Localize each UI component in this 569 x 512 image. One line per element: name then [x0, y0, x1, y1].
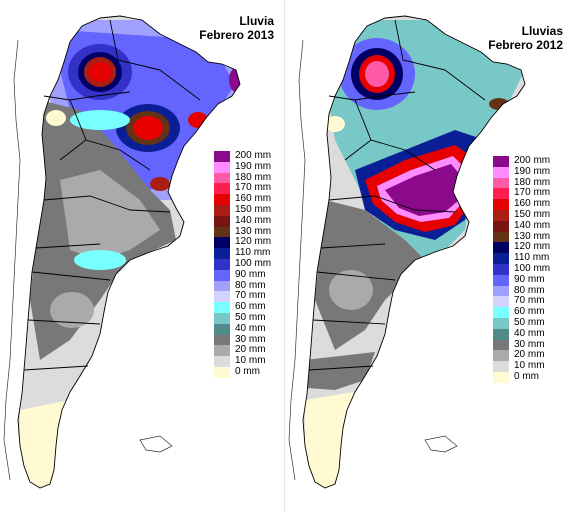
legend-swatch — [214, 183, 230, 195]
legend-swatch — [493, 156, 509, 167]
legend-swatch — [493, 166, 509, 178]
legend-label: 30 mm — [514, 338, 545, 350]
legend-swatch — [214, 151, 230, 162]
legend-label: 30 mm — [235, 333, 266, 345]
legend-label: 180 mm — [514, 176, 551, 188]
legend-label: 130 mm — [514, 230, 551, 242]
legend-swatch — [493, 242, 509, 254]
legend-swatch — [493, 177, 509, 189]
legend-label: 200 mm — [514, 155, 551, 166]
legend-swatch — [214, 215, 230, 227]
legend-swatch — [214, 312, 230, 324]
legend-label: 40 mm — [514, 327, 545, 339]
legend-label: 50 mm — [514, 316, 545, 328]
legend-label: 140 mm — [235, 214, 272, 226]
legend-label: 180 mm — [235, 171, 272, 183]
map-panel-2013: Lluvia Febrero 2013 200 mm 190 mm 180 mm 17… — [0, 0, 284, 512]
legend-label: 60 mm — [514, 306, 545, 318]
legend-label: 130 mm — [235, 225, 272, 237]
legend-swatch — [214, 291, 230, 303]
legend-swatch — [214, 226, 230, 238]
legend-swatch — [214, 356, 230, 367]
rainfall-map-2012 — [288, 15, 526, 489]
legend-label: 10 mm — [235, 355, 266, 367]
legend-label: 40 mm — [235, 322, 266, 334]
legend-swatch — [493, 253, 509, 264]
legend-swatch — [493, 328, 509, 340]
map-title-2013: Lluvia Febrero 2013 — [199, 14, 274, 42]
legend-swatch — [493, 188, 509, 200]
legend-swatch — [493, 350, 509, 362]
map-title-line1: Lluvia — [239, 14, 274, 28]
legend-label: 90 mm — [514, 273, 545, 285]
legend-label: 80 mm — [235, 279, 266, 291]
legend-label: 100 mm — [514, 262, 551, 274]
legend-swatch — [214, 161, 230, 173]
legend-swatch — [214, 194, 230, 205]
legend-label: 160 mm — [514, 198, 551, 210]
legend-label: 170 mm — [235, 182, 272, 194]
legend-label: 120 mm — [514, 241, 551, 253]
legend-swatch — [214, 366, 230, 378]
legend-label: 20 mm — [235, 344, 266, 356]
legend-label: 110 mm — [235, 247, 271, 259]
map-title-line1: Lluvias — [521, 24, 563, 38]
legend-label: 20 mm — [514, 349, 545, 361]
legend-swatch — [493, 296, 509, 308]
legend-swatch — [214, 302, 230, 313]
legend-swatch — [214, 172, 230, 184]
legend-label: 190 mm — [235, 160, 272, 172]
legend-swatch — [493, 371, 509, 383]
legend-label: 170 mm — [514, 187, 551, 199]
legend-label: 100 mm — [235, 257, 272, 269]
map-title-line2: Febrero 2013 — [199, 28, 274, 42]
legend-label: 10 mm — [514, 360, 545, 372]
map-title-line2: Febrero 2012 — [488, 38, 563, 52]
map-title-2012: Lluvias Febrero 2012 — [488, 24, 563, 52]
legend-label: 70 mm — [514, 295, 545, 307]
legend-label: 140 mm — [514, 219, 551, 231]
map-panel-2012: Lluvias Febrero 2012 200 mm 190 mm 180 mm 1… — [285, 0, 569, 512]
legend-swatch — [214, 334, 230, 346]
legend-swatch — [214, 248, 230, 259]
legend-swatch — [493, 317, 509, 329]
legend-swatch — [493, 307, 509, 318]
legend-label: 0 mm — [514, 370, 539, 382]
legend-swatch — [214, 204, 230, 216]
legend-swatch — [493, 361, 509, 372]
legend-label: 110 mm — [514, 252, 550, 264]
legend-label: 190 mm — [514, 165, 551, 177]
legend-swatch — [493, 263, 509, 275]
legend-label: 80 mm — [514, 284, 545, 296]
legend-label: 160 mm — [235, 193, 272, 205]
legend-swatch — [214, 237, 230, 249]
rainfall-map-2013 — [3, 15, 241, 489]
panel-divider — [284, 0, 285, 512]
legend-label: 0 mm — [235, 365, 260, 377]
legend-swatch — [214, 280, 230, 292]
legend-label: 50 mm — [235, 311, 266, 323]
legend-label: 150 mm — [514, 208, 551, 220]
legend-swatch — [214, 323, 230, 335]
legend-swatch — [493, 285, 509, 297]
legend-label: 120 mm — [235, 236, 272, 248]
legend-swatch — [493, 209, 509, 221]
legend-swatch — [214, 269, 230, 281]
legend-label: 60 mm — [235, 301, 266, 313]
legend-label: 200 mm — [235, 150, 272, 161]
legend-swatch — [493, 339, 509, 351]
legend-label: 90 mm — [235, 268, 266, 280]
legend-label: 70 mm — [235, 290, 266, 302]
legend-swatch — [493, 199, 509, 210]
legend-label: 150 mm — [235, 203, 272, 215]
legend-swatch — [493, 274, 509, 286]
legend-swatch — [493, 220, 509, 232]
legend-swatch — [214, 345, 230, 357]
legend-swatch — [493, 231, 509, 243]
legend-swatch — [214, 258, 230, 270]
